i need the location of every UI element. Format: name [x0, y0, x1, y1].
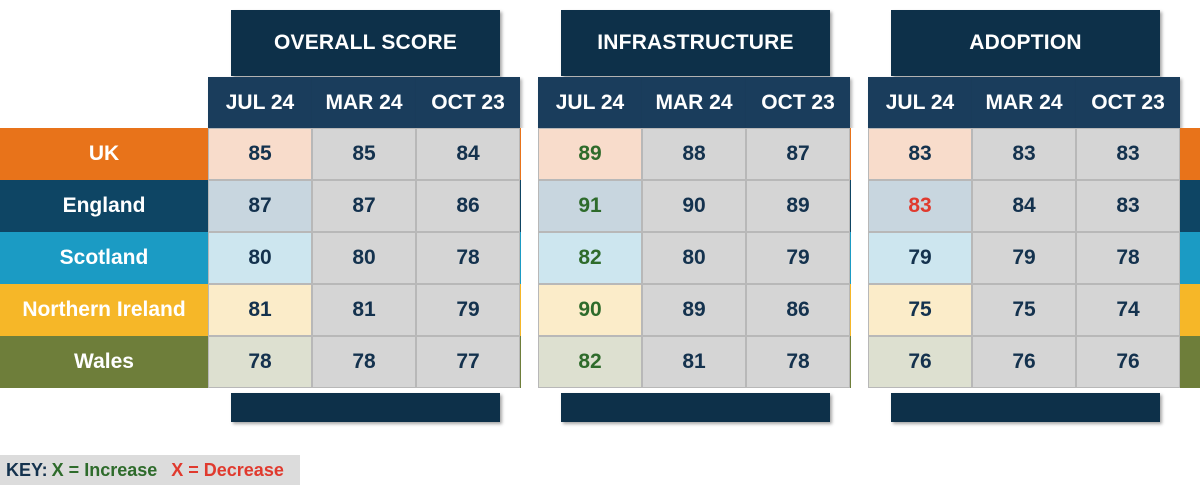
- cell-england-infrastructure-mar-24: 90: [642, 180, 746, 232]
- col-header-overall-score-oct-23: OCT 23: [416, 77, 520, 128]
- cell-scotland-infrastructure-mar-24: 80: [642, 232, 746, 284]
- col-header-adoption-mar-24: MAR 24: [972, 77, 1076, 128]
- cell-wales-overall-score-jul-24: 78: [208, 336, 312, 388]
- cell-wales-overall-score-mar-24: 78: [312, 336, 416, 388]
- cell-england-adoption-jul-24: 83: [868, 180, 972, 232]
- col-header-infrastructure-mar-24: MAR 24: [642, 77, 746, 128]
- group-header-adoption: ADOPTION: [891, 10, 1160, 76]
- cell-northern-ireland-infrastructure-oct-23: 86: [746, 284, 850, 336]
- col-header-infrastructure-jul-24: JUL 24: [538, 77, 642, 128]
- cell-england-infrastructure-jul-24: 91: [538, 180, 642, 232]
- cell-uk-infrastructure-mar-24: 88: [642, 128, 746, 180]
- cell-scotland-adoption-oct-23: 78: [1076, 232, 1180, 284]
- cell-northern-ireland-overall-score-jul-24: 81: [208, 284, 312, 336]
- key-decrease: X = Decrease: [171, 459, 284, 480]
- cell-scotland-adoption-mar-24: 79: [972, 232, 1076, 284]
- cell-northern-ireland-overall-score-oct-23: 79: [416, 284, 520, 336]
- cell-england-overall-score-jul-24: 87: [208, 180, 312, 232]
- row-label-northern-ireland: Northern Ireland: [22, 298, 186, 321]
- cell-england-overall-score-mar-24: 87: [312, 180, 416, 232]
- cell-northern-ireland-adoption-jul-24: 75: [868, 284, 972, 336]
- cell-wales-adoption-jul-24: 76: [868, 336, 972, 388]
- cell-england-overall-score-oct-23: 86: [416, 180, 520, 232]
- group-separator: [851, 128, 868, 393]
- cell-wales-overall-score-oct-23: 77: [416, 336, 520, 388]
- cell-scotland-infrastructure-oct-23: 79: [746, 232, 850, 284]
- key-label: KEY:: [6, 459, 48, 480]
- cell-wales-infrastructure-jul-24: 82: [538, 336, 642, 388]
- row-label-wales: Wales: [74, 350, 134, 373]
- col-header-overall-score-jul-24: JUL 24: [208, 77, 312, 128]
- cell-scotland-overall-score-jul-24: 80: [208, 232, 312, 284]
- cell-scotland-adoption-jul-24: 79: [868, 232, 972, 284]
- cell-scotland-overall-score-mar-24: 80: [312, 232, 416, 284]
- cell-uk-overall-score-jul-24: 85: [208, 128, 312, 180]
- group-separator: [521, 128, 538, 393]
- group-header-overall-score: OVERALL SCORE: [231, 10, 500, 76]
- row-label-uk: UK: [88, 142, 120, 165]
- cell-scotland-overall-score-oct-23: 78: [416, 232, 520, 284]
- col-header-adoption-jul-24: JUL 24: [868, 77, 972, 128]
- cell-wales-infrastructure-oct-23: 78: [746, 336, 850, 388]
- group-footer-infrastructure: [561, 393, 830, 422]
- cell-england-infrastructure-oct-23: 89: [746, 180, 850, 232]
- cell-uk-adoption-oct-23: 83: [1076, 128, 1180, 180]
- legend-key: KEY: X = Increase X = Decrease: [0, 455, 300, 485]
- cell-uk-overall-score-oct-23: 84: [416, 128, 520, 180]
- col-header-overall-score-mar-24: MAR 24: [312, 77, 416, 128]
- cell-wales-infrastructure-mar-24: 81: [642, 336, 746, 388]
- cell-uk-adoption-mar-24: 83: [972, 128, 1076, 180]
- cell-uk-infrastructure-oct-23: 87: [746, 128, 850, 180]
- col-header-infrastructure-oct-23: OCT 23: [746, 77, 850, 128]
- cell-scotland-infrastructure-jul-24: 82: [538, 232, 642, 284]
- cell-uk-adoption-jul-24: 83: [868, 128, 972, 180]
- cell-wales-adoption-oct-23: 76: [1076, 336, 1180, 388]
- group-header-infrastructure: INFRASTRUCTURE: [561, 10, 830, 76]
- col-header-adoption-oct-23: OCT 23: [1076, 77, 1180, 128]
- group-footer-overall-score: [231, 393, 500, 422]
- cell-northern-ireland-overall-score-mar-24: 81: [312, 284, 416, 336]
- group-footer-adoption: [891, 393, 1160, 422]
- cell-northern-ireland-adoption-mar-24: 75: [972, 284, 1076, 336]
- row-label-england: England: [62, 194, 146, 217]
- key-increase: X = Increase: [51, 459, 158, 480]
- cell-england-adoption-oct-23: 83: [1076, 180, 1180, 232]
- cell-northern-ireland-infrastructure-jul-24: 90: [538, 284, 642, 336]
- row-label-scotland: Scotland: [59, 246, 149, 269]
- cell-uk-infrastructure-jul-24: 89: [538, 128, 642, 180]
- cell-northern-ireland-infrastructure-mar-24: 89: [642, 284, 746, 336]
- cell-england-adoption-mar-24: 84: [972, 180, 1076, 232]
- cell-northern-ireland-adoption-oct-23: 74: [1076, 284, 1180, 336]
- cell-wales-adoption-mar-24: 76: [972, 336, 1076, 388]
- cell-uk-overall-score-mar-24: 85: [312, 128, 416, 180]
